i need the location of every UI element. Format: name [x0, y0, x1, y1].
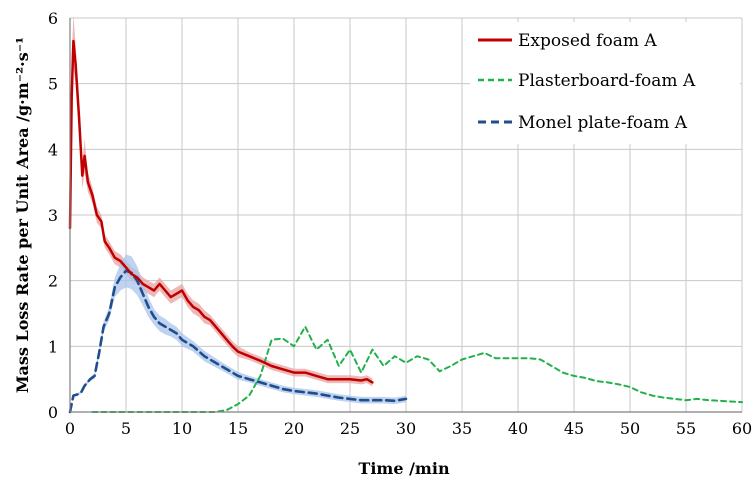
y-tick-label-4: 4 [48, 140, 58, 159]
x-tick-label-35: 35 [452, 419, 472, 438]
series-line-2 [68, 269, 408, 414]
legend: Exposed foam A Plasterboard-foam A Monel… [470, 22, 740, 144]
x-tick-label-50: 50 [620, 419, 640, 438]
y-tick-label-6: 6 [48, 9, 58, 28]
x-tick-label-0: 0 [65, 419, 75, 438]
x-tick-label-40: 40 [508, 419, 528, 438]
x-axis-title: Time /min [358, 459, 450, 478]
legend-label-monel-plate-foam-a: Monel plate-foam A [518, 113, 688, 133]
y-tick-label-5: 5 [48, 75, 58, 94]
x-tick-label-45: 45 [564, 419, 584, 438]
x-tick-labels: 0 5 10 15 20 25 30 35 40 45 50 55 60 [65, 419, 752, 438]
legend-background [470, 22, 740, 144]
series-lines [68, 39, 743, 414]
legend-label-exposed-foam-a: Exposed foam A [518, 31, 657, 51]
x-tick-label-20: 20 [284, 419, 304, 438]
series-line-0 [68, 39, 374, 384]
y-tick-label-0: 0 [48, 403, 58, 422]
x-tick-label-55: 55 [676, 419, 696, 438]
x-tick-label-60: 60 [732, 419, 752, 438]
axes [69, 18, 742, 413]
y-tick-labels: 0 1 2 3 4 5 6 [48, 9, 58, 422]
series-line-1 [91, 325, 743, 413]
y-tick-label-1: 1 [48, 337, 58, 356]
x-tick-label-30: 30 [396, 419, 416, 438]
x-tick-label-10: 10 [172, 419, 192, 438]
y-tick-label-3: 3 [48, 206, 58, 225]
x-tick-label-25: 25 [340, 419, 360, 438]
x-tick-label-15: 15 [228, 419, 248, 438]
legend-label-plasterboard-foam-a: Plasterboard-foam A [518, 71, 696, 91]
y-axis-title: Mass Loss Rate per Unit Area /g·m⁻²·s⁻¹ [13, 37, 32, 393]
y-tick-label-2: 2 [48, 272, 58, 291]
x-tick-label-5: 5 [121, 419, 131, 438]
